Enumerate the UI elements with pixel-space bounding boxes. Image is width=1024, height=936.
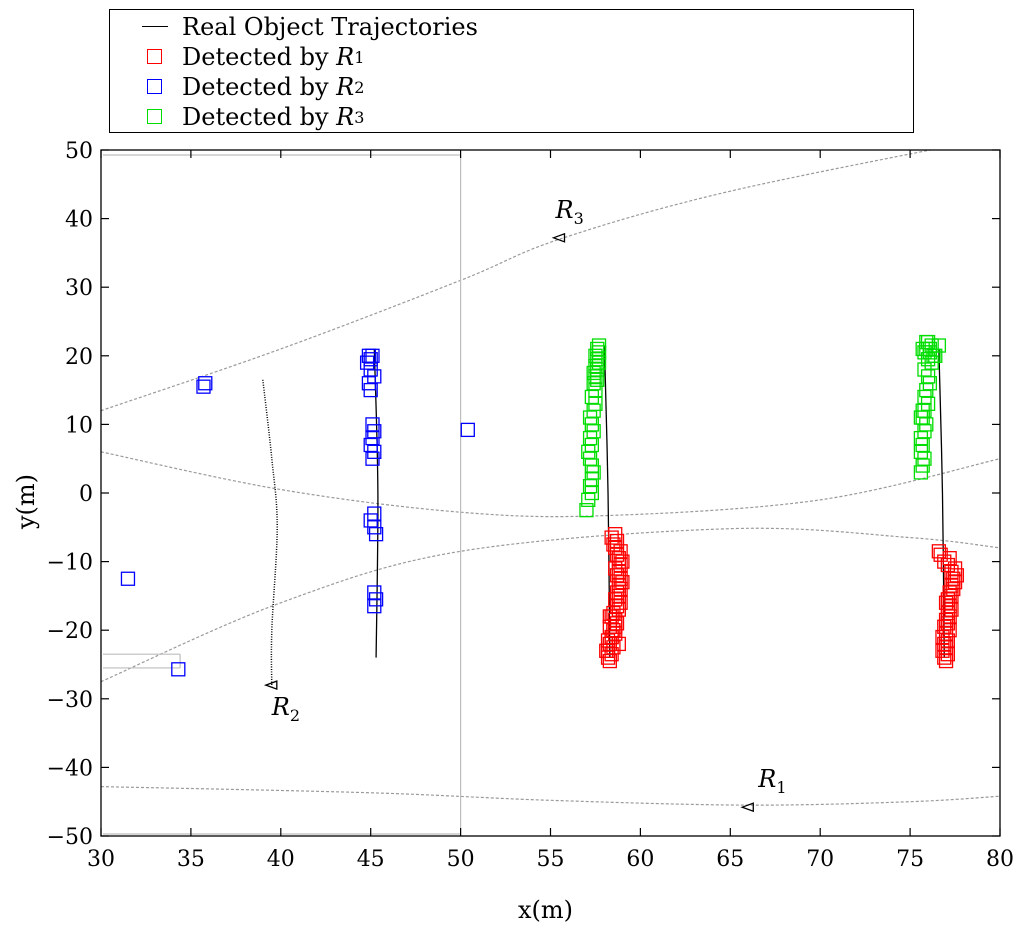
y-tick-label: 10 — [65, 413, 93, 438]
radar-label-subscript: 1 — [776, 778, 786, 797]
y-tick-label: 30 — [65, 276, 93, 301]
detection-marker — [600, 643, 616, 658]
detection-marker — [922, 341, 938, 357]
detection-marker — [363, 352, 378, 367]
detection-marker — [913, 410, 929, 425]
sector-boundary-lines — [103, 154, 462, 836]
y-tick-label: 50 — [65, 139, 93, 164]
detection-marker — [581, 492, 596, 508]
legend-label: Real Object Trajectories — [182, 13, 478, 41]
x-tick-label: 55 — [537, 847, 565, 872]
radar-label-subscript: 3 — [574, 209, 584, 228]
detection-marker — [602, 609, 617, 624]
radar-label-subscript: 2 — [290, 706, 300, 725]
detection-marker — [367, 599, 382, 614]
radar-icon — [551, 232, 566, 243]
detection-marker — [363, 382, 378, 398]
coverage-curves — [101, 150, 1000, 806]
detection-marker — [933, 547, 948, 562]
x-tick-label: 65 — [716, 847, 744, 872]
y-axis-ticks: 50 40 30 20 10 0 −10 −20 −30 −40 −50 — [47, 139, 1000, 850]
legend-radar-symbol: R — [336, 103, 355, 131]
y-tick-label: 20 — [65, 345, 93, 370]
detection-marker — [460, 422, 475, 438]
radar-label: R2 — [271, 693, 300, 725]
radar-icon — [263, 680, 278, 691]
x-tick-label: 40 — [267, 847, 295, 872]
coverage-curve — [101, 527, 1000, 683]
y-tick-label: 0 — [79, 482, 93, 507]
x-tick-label: 60 — [626, 847, 654, 872]
red-square-icon — [140, 42, 170, 72]
detection-marker — [604, 629, 619, 645]
legend-radar-subscript: 2 — [354, 77, 365, 97]
radar-icon — [740, 802, 754, 813]
x-tick-label: 70 — [806, 847, 834, 872]
legend-entry-trajectory: Real Object Trajectories — [140, 12, 478, 42]
x-tick-label: 30 — [87, 847, 115, 872]
detection-marker — [590, 372, 605, 387]
y-tick-label: −10 — [47, 551, 93, 576]
detection-marker — [604, 530, 619, 545]
coverage-curve — [101, 150, 934, 412]
legend-radar-symbol: R — [336, 73, 355, 101]
detection-marker — [579, 502, 594, 518]
r2-fan-curve — [262, 379, 278, 689]
detection-marker — [608, 619, 623, 634]
legend-radar-subscript: 3 — [354, 107, 365, 127]
x-axis-ticks: 30 35 40 45 50 55 60 65 70 75 80 — [87, 150, 1014, 872]
y-tick-label: −40 — [47, 756, 93, 781]
legend-label: Detected by — [182, 103, 329, 131]
detection-marker — [608, 527, 623, 542]
x-tick-label: 35 — [177, 847, 205, 872]
blue-square-icon — [140, 72, 170, 102]
detection-markers — [120, 334, 964, 677]
detection-marker — [917, 345, 932, 360]
trajectory-lines — [373, 345, 945, 658]
detection-marker — [365, 451, 380, 466]
y-tick-label: −20 — [47, 619, 93, 644]
x-axis-label: x(m) — [518, 896, 574, 924]
radar-label: R3 — [554, 196, 583, 228]
y-tick-label: −30 — [47, 688, 93, 713]
legend-radar-symbol: R — [336, 43, 355, 71]
y-tick-label: −50 — [47, 825, 93, 850]
detection-marker — [913, 465, 929, 480]
x-tick-label: 45 — [357, 847, 385, 872]
detection-marker — [171, 662, 186, 677]
legend-label: Detected by — [182, 43, 329, 71]
detection-marker — [196, 379, 211, 394]
green-square-icon — [140, 102, 170, 132]
r2-fan — [262, 379, 278, 689]
y-tick-label: 40 — [65, 208, 93, 233]
coverage-curve — [101, 786, 1000, 806]
object-trajectory — [938, 348, 945, 658]
radar-markers: R1 R2 R3 — [263, 196, 787, 813]
detection-marker — [120, 571, 136, 586]
y-axis-label: y(m) — [12, 473, 40, 529]
x-tick-label: 50 — [447, 847, 475, 872]
detection-marker — [368, 527, 384, 542]
object-trajectory — [603, 345, 611, 658]
plot-frame — [100, 149, 1001, 837]
x-tick-label: 80 — [986, 847, 1014, 872]
x-tick-label: 75 — [896, 847, 924, 872]
radar-label: R1 — [757, 765, 786, 797]
detection-marker — [931, 544, 947, 559]
legend-label: Detected by — [182, 73, 329, 101]
detection-marker — [198, 376, 213, 391]
legend-line-icon — [140, 12, 170, 42]
legend-radar-subscript: 1 — [354, 47, 365, 67]
coverage-curve — [101, 451, 1000, 518]
